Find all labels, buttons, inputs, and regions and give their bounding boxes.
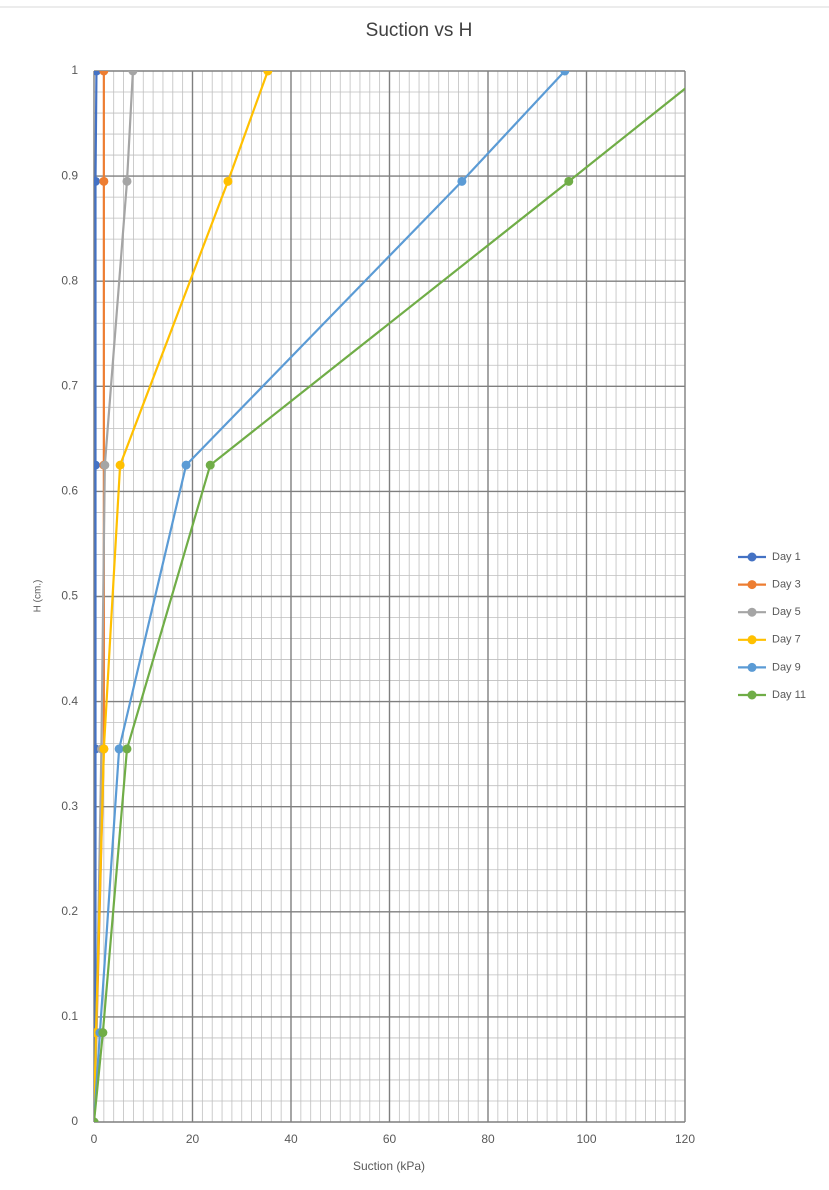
x-tick-label: 100 <box>576 1132 596 1146</box>
y-tick-label: 0.6 <box>61 484 78 498</box>
data-point <box>564 176 574 186</box>
legend-label: Day 3 <box>772 579 801 591</box>
x-tick-label: 0 <box>91 1132 98 1146</box>
plot-area <box>94 67 712 1122</box>
y-tick-label: 0.3 <box>61 799 78 813</box>
data-point <box>94 176 100 186</box>
y-tick-label: 1 <box>71 63 78 77</box>
chart-title: Suction vs H <box>366 20 473 41</box>
data-point <box>99 176 109 186</box>
data-point <box>128 71 138 76</box>
y-axis-label: H (cm.) <box>33 580 44 613</box>
y-tick-label: 0 <box>71 1114 78 1128</box>
y-tick-label: 0.9 <box>61 168 78 182</box>
x-tick-label: 40 <box>284 1132 298 1146</box>
legend-label: Day 1 <box>772 551 801 563</box>
legend: Day 1 Day 3 Day 5 Day 7 Day 9 Day 11 <box>738 551 806 701</box>
data-point <box>122 744 132 754</box>
legend-label: Day 11 <box>772 689 806 701</box>
data-point <box>99 71 109 76</box>
x-tick-label: 20 <box>186 1132 200 1146</box>
series-line <box>94 71 269 1122</box>
x-axis-label: Suction (kPa) <box>353 1159 425 1173</box>
data-point <box>98 1028 108 1038</box>
data-point <box>114 744 124 754</box>
data-point <box>115 460 125 470</box>
y-tick-label: 0.5 <box>61 589 78 603</box>
legend-marker <box>747 662 757 672</box>
y-tick-label: 0.1 <box>61 1009 78 1023</box>
x-tick-label: 60 <box>383 1132 397 1146</box>
y-tick-label: 0.4 <box>61 694 78 708</box>
data-point <box>94 460 100 470</box>
legend-marker <box>747 552 757 562</box>
y-tick-label: 0.8 <box>61 273 78 287</box>
data-point <box>205 460 215 470</box>
data-point <box>94 1117 99 1122</box>
data-point <box>122 176 132 186</box>
x-tick-label: 120 <box>675 1132 695 1146</box>
legend-label: Day 9 <box>772 661 801 673</box>
x-tick-label: 80 <box>481 1132 495 1146</box>
data-point <box>99 744 109 754</box>
legend-marker <box>747 580 757 590</box>
data-point <box>703 67 712 76</box>
data-point <box>560 71 570 76</box>
data-point <box>94 71 101 76</box>
legend-label: Day 5 <box>772 606 801 618</box>
legend-marker <box>747 607 757 617</box>
series-line <box>94 87 685 1122</box>
series-line <box>94 71 566 1122</box>
legend-label: Day 7 <box>772 634 801 646</box>
data-point <box>457 176 467 186</box>
y-tick-label: 0.2 <box>61 904 78 918</box>
data-point <box>223 176 233 186</box>
legend-marker <box>747 690 757 700</box>
data-point <box>263 71 273 76</box>
data-point <box>100 460 110 470</box>
y-tick-label: 0.7 <box>61 378 78 392</box>
data-point <box>181 460 191 470</box>
grid: 0 20 40 60 80 100 120 0 0.1 0.2 0.3 0.4 0.5 0.6 0.7 0.8… <box>61 63 695 1146</box>
legend-marker <box>747 635 757 645</box>
